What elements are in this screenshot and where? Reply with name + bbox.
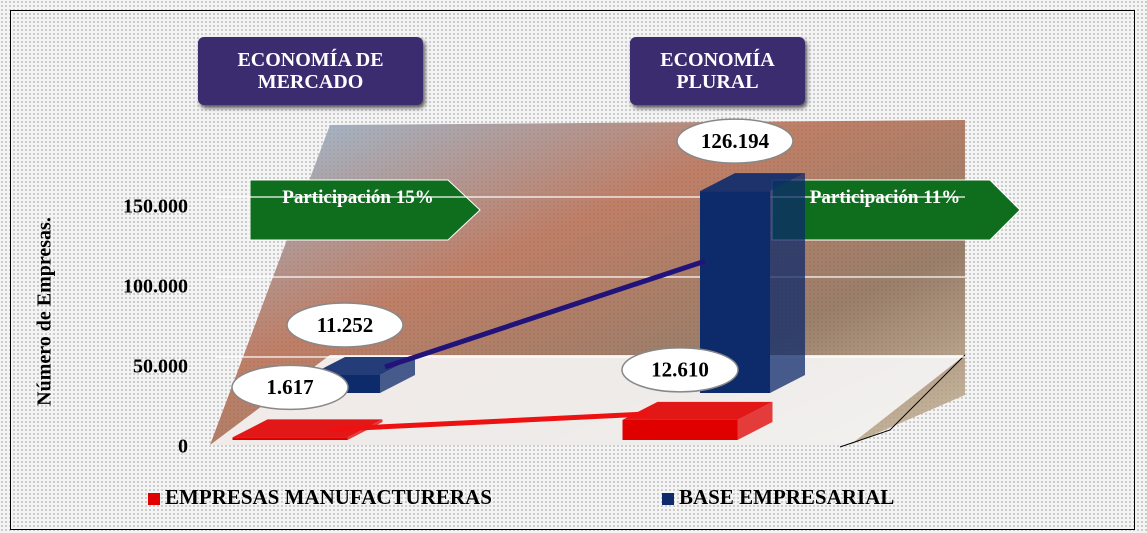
y-tick-label: 100.000 (123, 276, 188, 298)
bar (233, 437, 348, 440)
legend-swatch (662, 493, 674, 505)
chart: 0 50.000 100.000 150.000 1.617 12.610 11.252 12… (0, 0, 1147, 533)
value-label: 11.252 (317, 313, 374, 337)
annotation: Participación 15% (268, 187, 448, 209)
y-tick-label: 0 (178, 436, 188, 458)
y-tick-label: 50.000 (133, 356, 188, 378)
page: 0 50.000 100.000 150.000 1.617 12.610 11.252 12… (0, 0, 1147, 533)
bar (623, 420, 738, 440)
category-header: ECONOMÍA PLURAL (630, 37, 805, 105)
y-tick-label: 150.000 (123, 196, 188, 218)
legend-label: BASE EMPRESARIAL (679, 485, 894, 510)
value-label: 126.194 (701, 129, 770, 153)
value-label: 12.610 (651, 358, 709, 382)
category-header: ECONOMÍA DE MERCADO (198, 37, 423, 105)
legend-label: EMPRESAS MANUFACTURERAS (165, 485, 492, 510)
legend-swatch (148, 493, 160, 505)
value-label: 1.617 (266, 375, 313, 399)
annotation: Participación 11% (790, 187, 980, 209)
y-axis-label: Número de Empresas. (34, 217, 57, 407)
